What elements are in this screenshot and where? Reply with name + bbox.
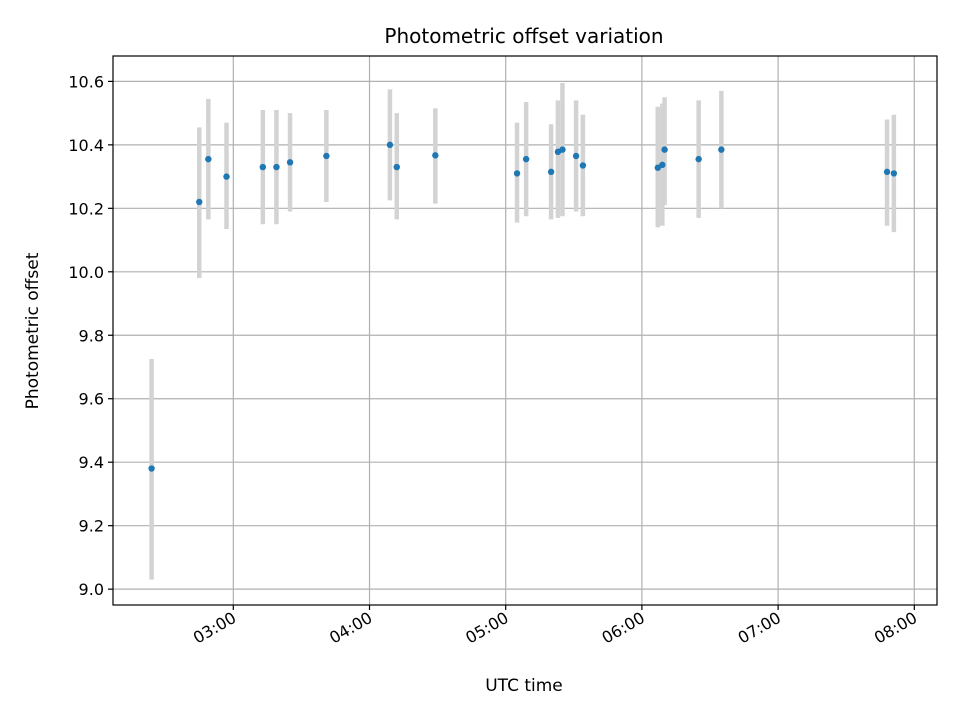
y-tick-label: 9.6 (79, 390, 104, 409)
data-point (883, 168, 891, 176)
data-point (513, 170, 521, 177)
x-axis-title: UTC time (485, 676, 563, 696)
point-layer (148, 141, 898, 472)
y-tick-label: 9.4 (79, 453, 104, 472)
data-point (205, 155, 212, 163)
data-point (323, 152, 330, 160)
x-tick-label: 05:00 (462, 608, 511, 648)
y-tick-label: 10.2 (68, 199, 104, 218)
data-point (286, 159, 294, 166)
y-axis-title: Photometric offset (23, 252, 43, 409)
data-point (559, 146, 566, 153)
y-tick-label: 10.0 (68, 263, 104, 282)
x-tick-label: 06:00 (598, 608, 647, 648)
y-tick-label: 10.6 (68, 72, 104, 91)
data-point (547, 168, 555, 176)
y-axis-ticks: 9.0 9.2 9.4 9.6 9.8 10.0 10.2 10.4 10.6 (68, 72, 113, 599)
data-point (659, 161, 666, 169)
errorbar-layer (149, 82, 897, 580)
data-point (695, 155, 702, 163)
data-point (386, 141, 394, 149)
data-point (718, 146, 725, 153)
data-point (890, 170, 898, 177)
data-point (223, 173, 230, 180)
data-point (393, 163, 400, 171)
data-point (661, 146, 668, 153)
data-point (579, 162, 587, 169)
y-tick-label: 10.4 (68, 136, 104, 155)
grid-layer (113, 56, 937, 605)
data-point (432, 152, 439, 159)
data-point (572, 152, 580, 160)
chart-title: Photometric offset variation (384, 24, 663, 48)
x-tick-label: 04:00 (326, 608, 375, 648)
x-tick-label: 07:00 (735, 608, 784, 648)
x-axis-ticks: 03:00 04:00 05:00 06:00 07:00 08:00 (190, 605, 920, 648)
plot-frame (112, 55, 938, 606)
data-point (522, 155, 530, 163)
y-tick-label: 9.0 (79, 580, 104, 599)
x-tick-label: 08:00 (871, 608, 920, 648)
y-tick-label: 9.2 (79, 517, 104, 536)
data-point (196, 198, 203, 206)
data-point (148, 465, 155, 472)
y-tick-label: 9.8 (79, 326, 104, 345)
x-tick-label: 03:00 (190, 608, 239, 648)
data-point (259, 163, 267, 171)
data-point (273, 163, 280, 171)
